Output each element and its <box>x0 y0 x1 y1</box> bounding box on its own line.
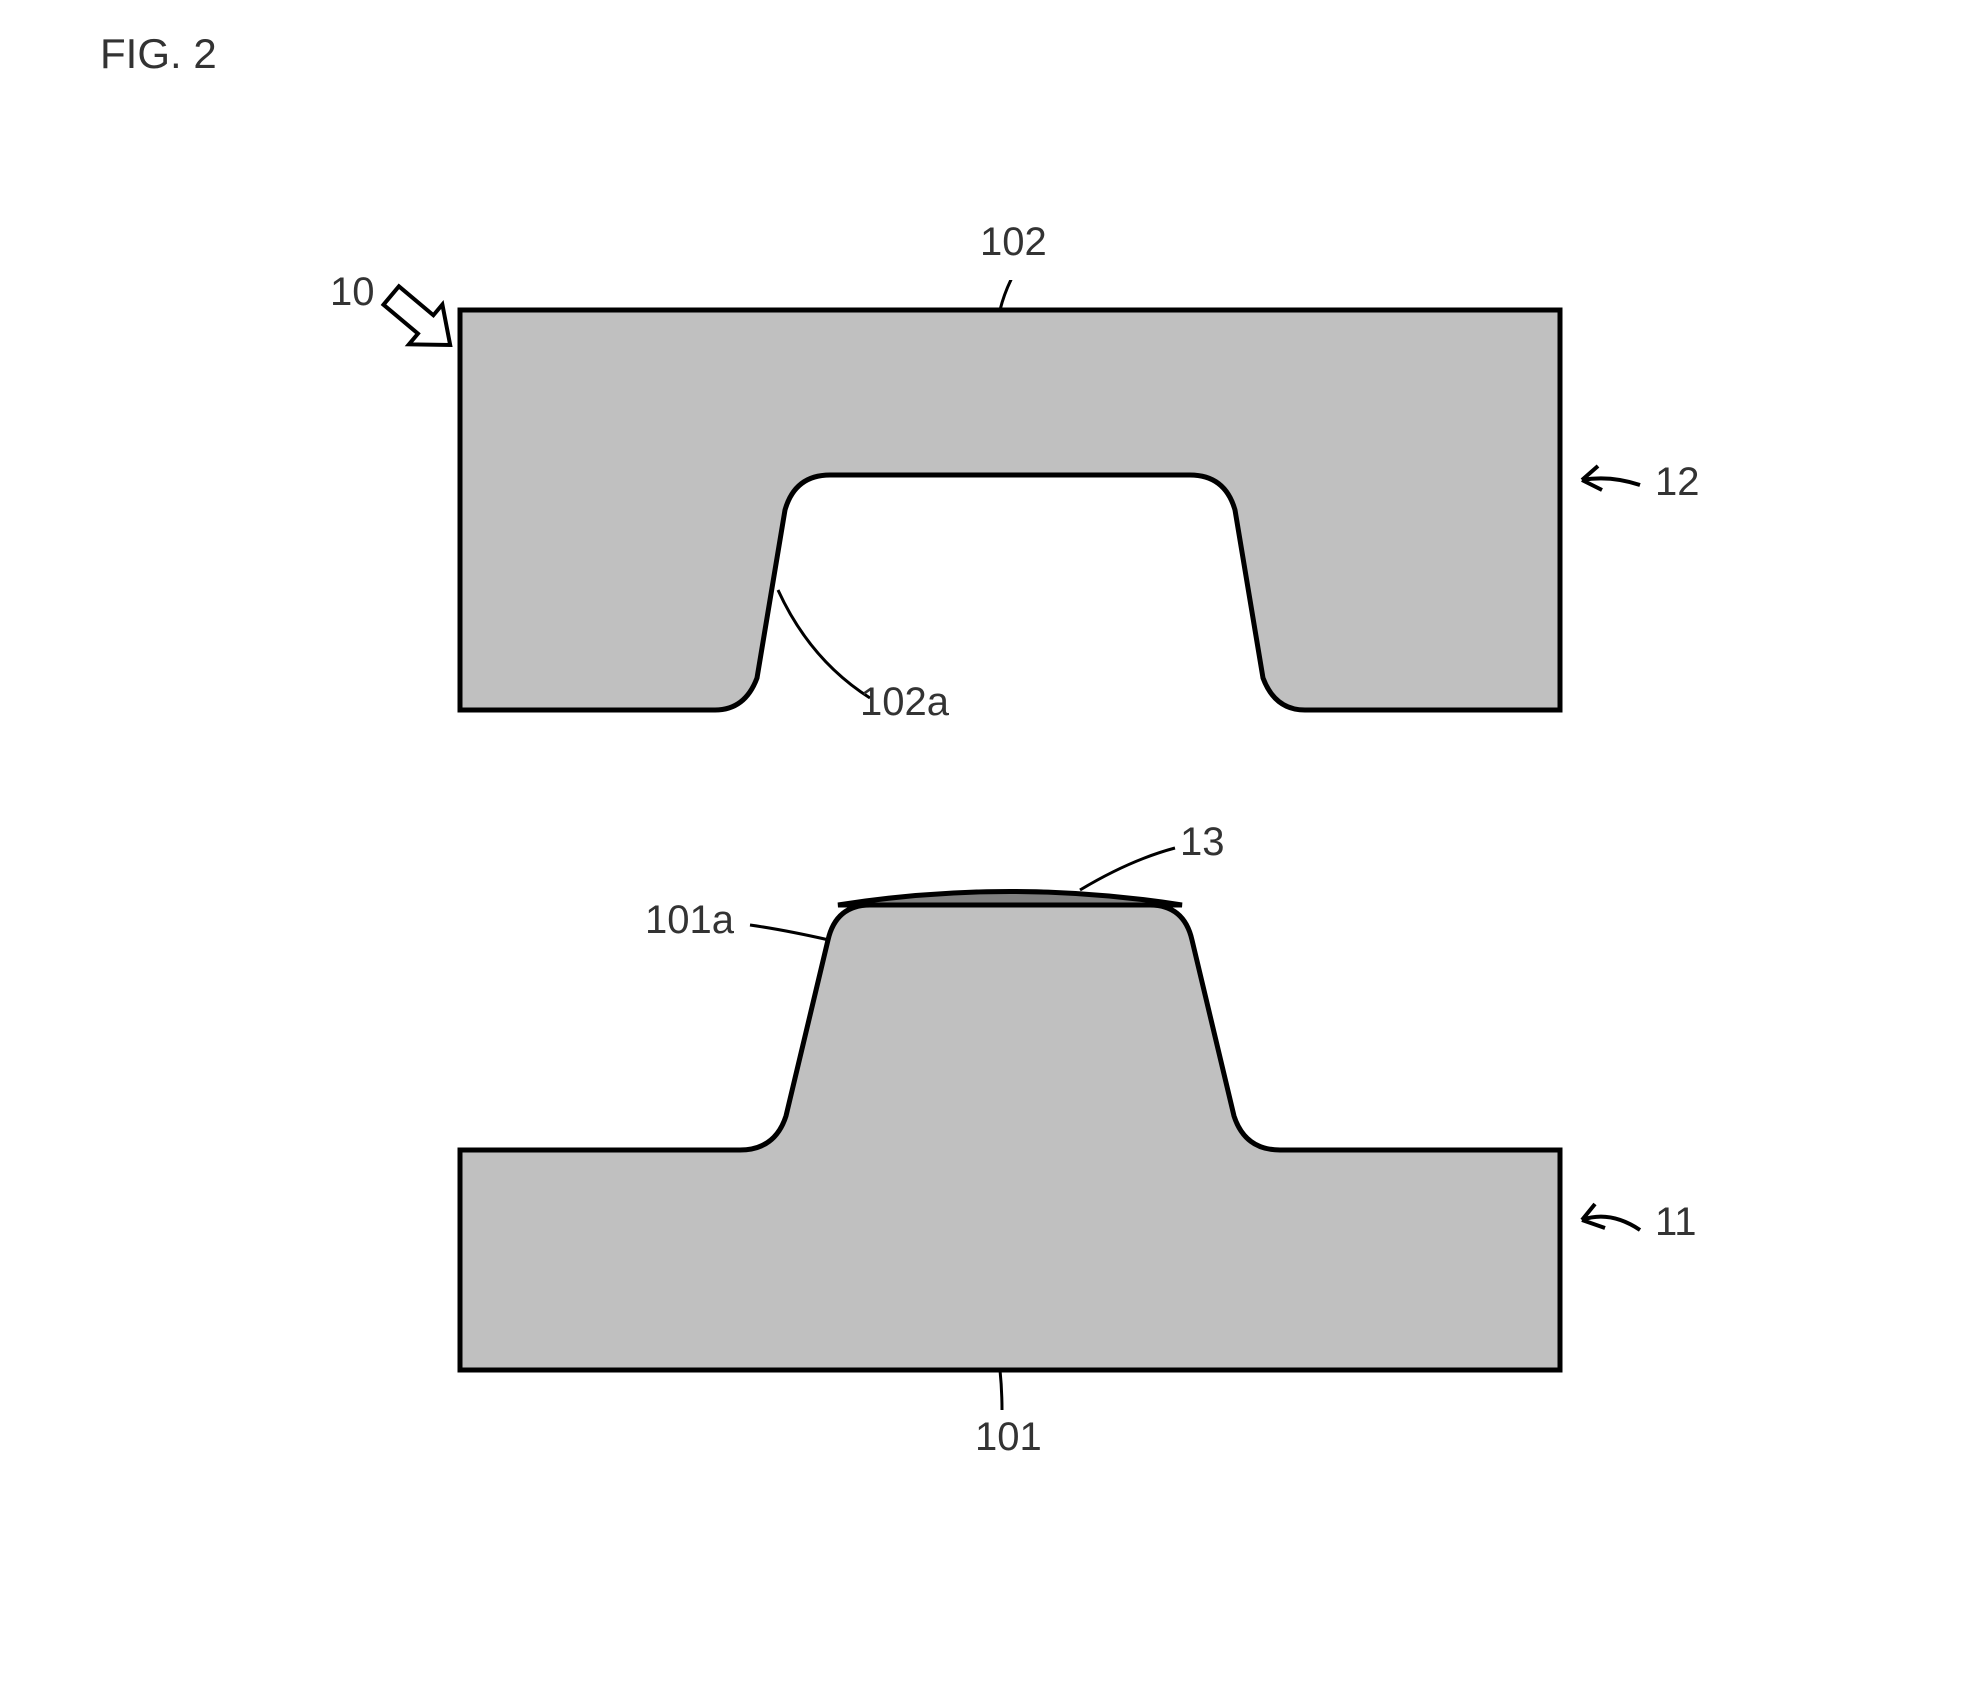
label-upper-die: 12 <box>1655 460 1700 505</box>
assembly-arrow-icon <box>374 280 466 365</box>
label-lower-die: 11 <box>1655 1200 1697 1245</box>
label-assembly: 10 <box>330 270 375 315</box>
ref-arrow-11-icon <box>1582 1204 1640 1230</box>
upper-die-shape <box>460 310 1560 710</box>
figure-title: FIG. 2 <box>100 30 217 78</box>
leader-101a <box>750 925 829 940</box>
label-upper-cavity: 102a <box>860 680 949 725</box>
leader-102a <box>778 590 870 698</box>
lower-die-shape <box>460 905 1560 1370</box>
diagram: 10 102 102a 12 13 101a 11 101 <box>280 280 1780 1630</box>
leader-101 <box>1000 1370 1002 1410</box>
label-lower-body: 101 <box>975 1415 1042 1460</box>
label-sheet: 13 <box>1180 820 1225 865</box>
ref-arrow-12-icon <box>1582 466 1640 490</box>
label-upper-body: 102 <box>980 220 1047 265</box>
leader-102 <box>1000 280 1015 310</box>
leader-13 <box>1080 848 1175 890</box>
label-lower-protrusion: 101a <box>645 898 734 943</box>
sheet-shape <box>838 892 1182 906</box>
